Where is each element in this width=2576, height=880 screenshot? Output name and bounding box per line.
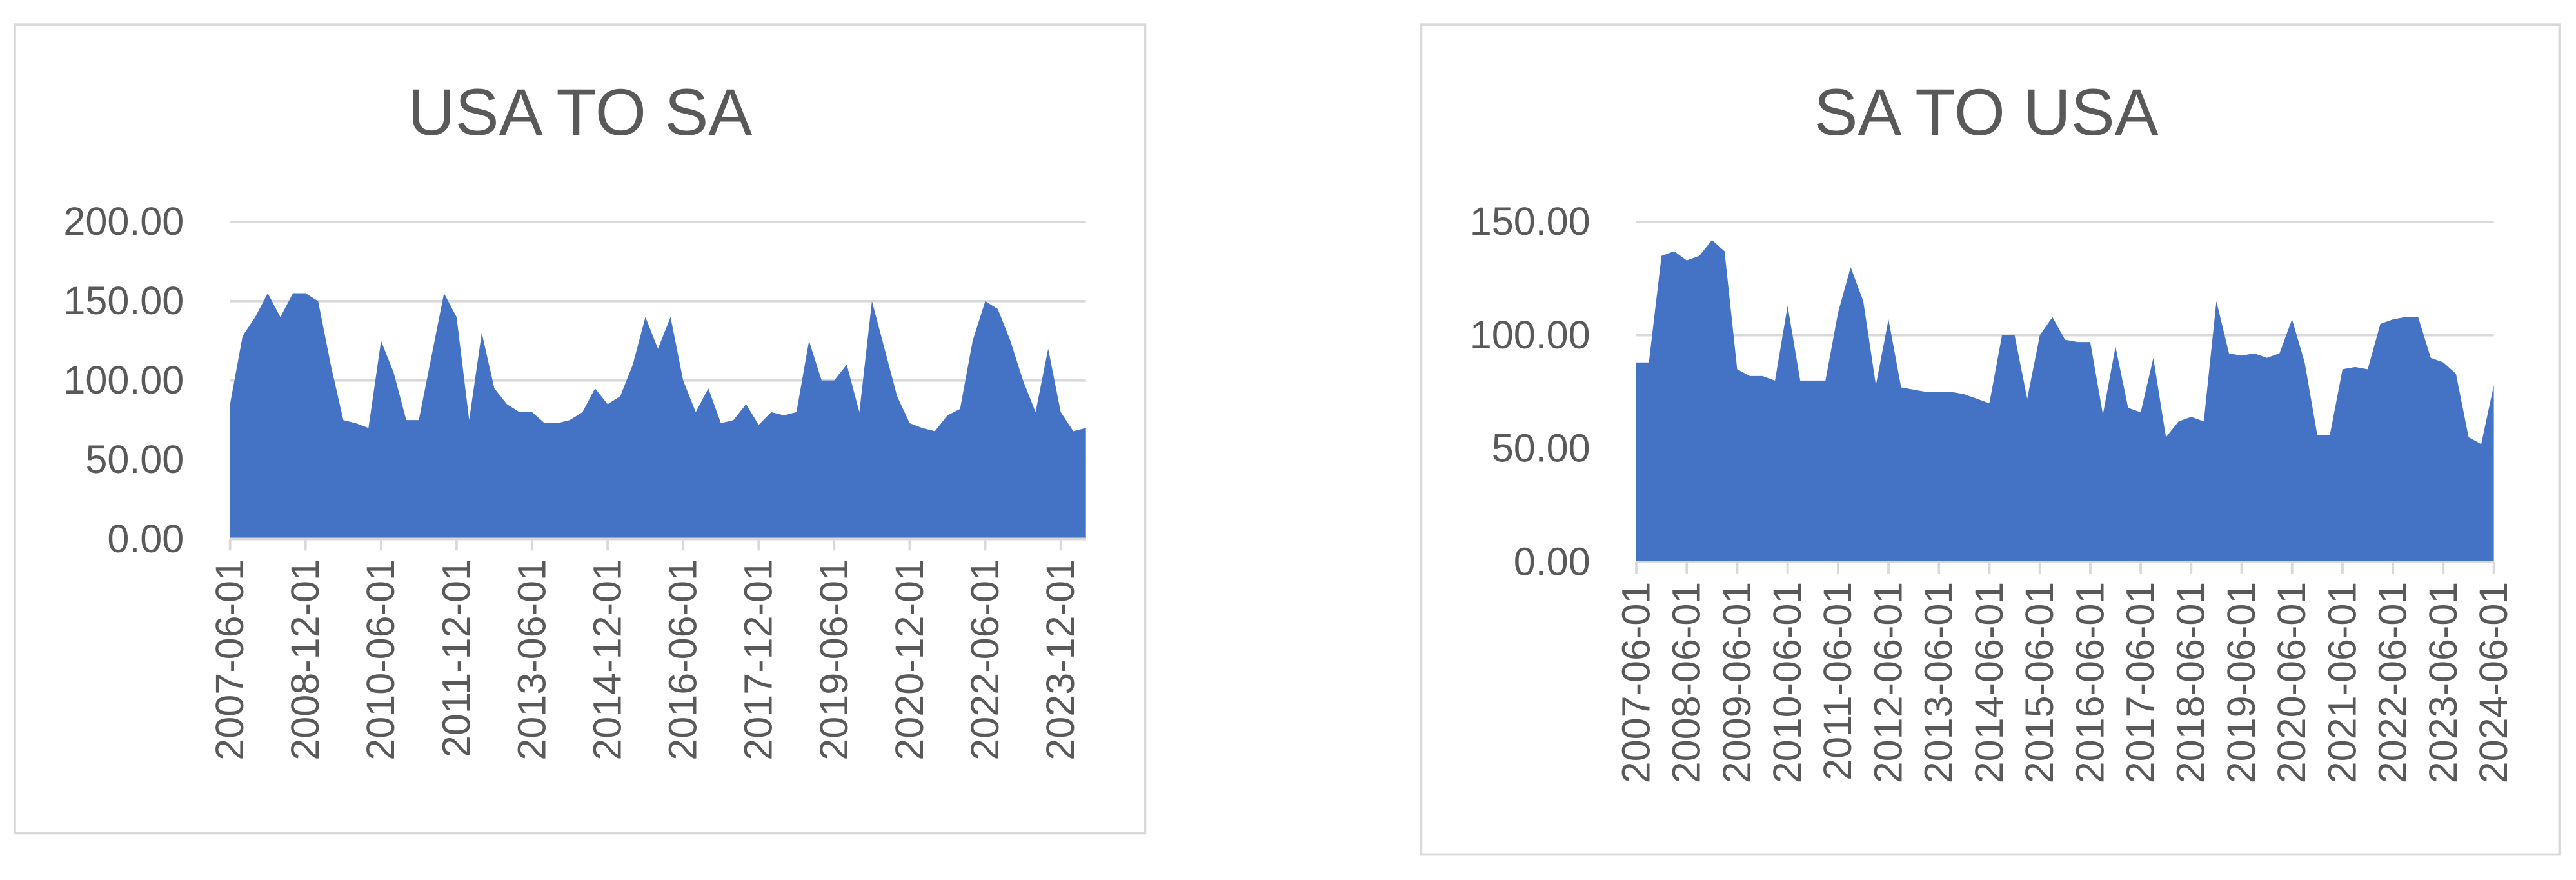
x-tick-label: 2011-06-01: [1816, 582, 1859, 781]
x-tick-label: 2021-06-01: [2320, 582, 2364, 784]
x-tick-label: 2016-06-01: [2068, 582, 2112, 784]
y-tick-label: 0.00: [1514, 540, 1590, 584]
x-tick-label: 2022-06-01: [2371, 582, 2415, 784]
x-tick-label: 2019-06-01: [812, 559, 856, 761]
x-tick-label: 2018-06-01: [2169, 582, 2213, 784]
x-tick-label: 2016-06-01: [661, 559, 705, 761]
x-tick-label: 2015-06-01: [2017, 582, 2061, 784]
x-tick-label: 2007-06-01: [208, 559, 252, 761]
x-tick-label: 2013-06-01: [510, 559, 553, 761]
y-tick-label: 200.00: [63, 199, 184, 243]
x-tick-label: 2023-12-01: [1038, 559, 1082, 761]
y-tick-label: 100.00: [63, 358, 184, 402]
x-tick-label: 2020-06-01: [2270, 582, 2313, 784]
area: [230, 293, 1086, 539]
chart-title: SA TO USA: [1814, 75, 2158, 149]
y-tick-label: 150.00: [63, 279, 184, 323]
y-tick-label: 150.00: [1470, 199, 1590, 243]
y-tick-label: 100.00: [1470, 313, 1590, 357]
x-tick-label: 2017-06-01: [2118, 582, 2162, 784]
x-tick-label: 2024-06-01: [2472, 582, 2515, 784]
x-tick-label: 2014-12-01: [585, 559, 629, 761]
x-tick-label: 2008-12-01: [283, 559, 327, 761]
x-tick-label: 2008-06-01: [1665, 582, 1709, 784]
x-tick-label: 2009-06-01: [1715, 582, 1759, 784]
x-tick-label: 2014-06-01: [1967, 582, 2011, 784]
x-tick-label: 2020-12-01: [887, 559, 931, 761]
x-tick-label: 2013-06-01: [1917, 582, 1961, 784]
x-tick-label: 2019-06-01: [2219, 582, 2263, 784]
y-tick-label: 0.00: [107, 517, 184, 561]
y-tick-label: 50.00: [85, 437, 184, 481]
x-tick-label: 2022-06-01: [963, 559, 1007, 761]
area: [1636, 239, 2494, 563]
x-tick-label: 2023-06-01: [2421, 582, 2465, 784]
x-tick-label: 2010-06-01: [359, 559, 402, 761]
x-tick-label: 2012-06-01: [1866, 582, 1910, 784]
y-tick-label: 50.00: [1492, 426, 1590, 470]
x-tick-label: 2011-12-01: [434, 559, 478, 757]
x-tick-label: 2017-12-01: [737, 559, 780, 761]
x-tick-label: 2010-06-01: [1765, 582, 1809, 784]
chart-title: USA TO SA: [408, 75, 752, 149]
x-tick-label: 2007-06-01: [1614, 582, 1658, 784]
